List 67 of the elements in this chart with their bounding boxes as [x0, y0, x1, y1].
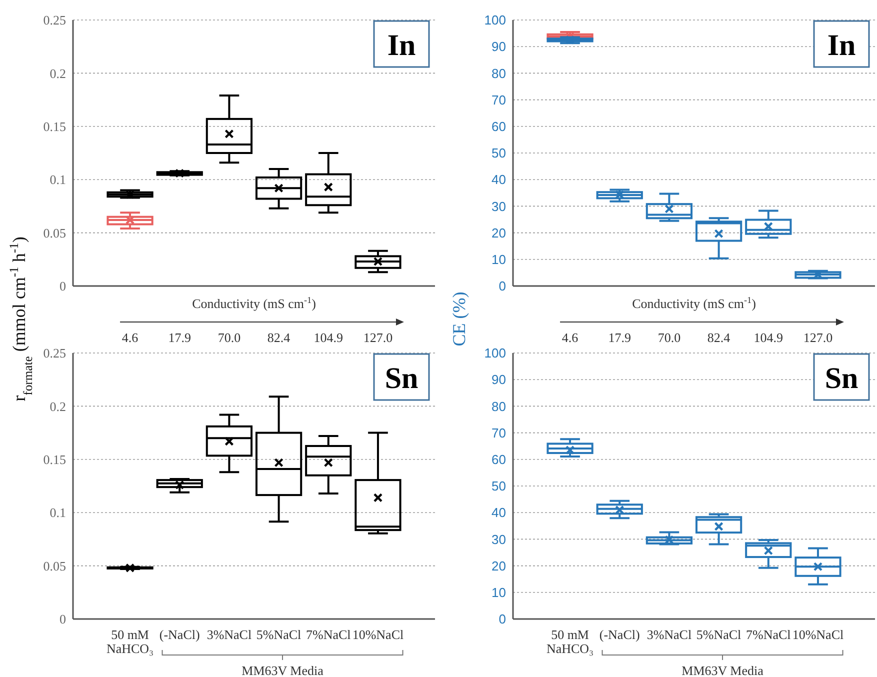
y-tick-label: 30 — [492, 198, 506, 214]
x-tick-label: (-NaCl) — [599, 627, 640, 642]
y-tick-label: 50 — [492, 478, 506, 494]
x-tick-label: 4.6 — [562, 330, 579, 345]
x-tick-label: 70.0 — [218, 330, 241, 345]
x-axis-title: Conductivity (mS cm$^{-1}$) — [632, 295, 756, 311]
y-tick-label: 0.1 — [50, 172, 66, 188]
y-tick-label: 0 — [60, 278, 66, 294]
y-tick-label: 80 — [492, 66, 506, 81]
y-tick-label: 0.05 — [43, 225, 66, 240]
y-tick-label: 60 — [492, 118, 506, 134]
y-tick-label: 0.2 — [50, 66, 66, 81]
y-tick-label: 10 — [492, 252, 506, 267]
x-tick-label: 7%NaCl — [306, 627, 352, 642]
y-tick-label: 70 — [492, 92, 506, 108]
x-tick-label: 82.4 — [267, 330, 291, 345]
y-tick-label: 0.15 — [43, 118, 66, 134]
y-tick-label: 100 — [484, 346, 506, 361]
y-tick-label: 20 — [492, 558, 506, 574]
x-tick-label: (-NaCl) — [159, 627, 200, 642]
y-tick-label: 40 — [492, 505, 506, 520]
x-tick-label: 50 mM NaHCO₃ — [546, 627, 594, 656]
chart-title: In — [827, 29, 856, 62]
y-tick-label: 0.05 — [43, 558, 66, 574]
text: MM63V Media — [682, 663, 764, 677]
x-tick-label: 82.4 — [707, 330, 731, 345]
x-tick-label: 4.6 — [122, 330, 139, 345]
x-tick-label: 127.0 — [363, 330, 393, 345]
x-tick-label: 104.9 — [754, 330, 784, 345]
text: MM63V Media — [242, 663, 324, 677]
x-tick-label: 127.0 — [803, 330, 833, 345]
x-tick-label: 70.0 — [658, 330, 681, 345]
y-tick-label: 10 — [492, 584, 506, 600]
y-tick-label: 0.15 — [43, 452, 66, 467]
y-tick-label: 0.1 — [50, 505, 66, 520]
x-tick-label: 10%NaCl — [792, 627, 844, 642]
y-tick-label: 60 — [492, 452, 506, 467]
x-tick-label: 5%NaCl — [256, 627, 302, 642]
y-tick-label: 20 — [492, 225, 506, 240]
y-tick-label: 0 — [498, 612, 506, 627]
x-tick-label: 17.9 — [168, 330, 191, 345]
x-tick-label: 3%NaCl — [206, 627, 252, 642]
y-tick-label: 40 — [492, 172, 506, 188]
x-axis-title: Conductivity (mS cm$^{-1}$) — [192, 295, 316, 311]
y-tick-label: 0 — [60, 612, 66, 627]
x-tick-label: 5%NaCl — [696, 627, 742, 642]
y-tick-label: 30 — [492, 532, 506, 547]
chart-title: Sn — [824, 362, 858, 395]
y-tick-label: 50 — [492, 146, 506, 161]
x-tick-label: 7%NaCl — [746, 627, 792, 642]
y-tick-label: 0 — [498, 278, 506, 294]
x-tick-label: 17.9 — [608, 330, 631, 345]
y-tick-label: 0.2 — [50, 398, 66, 414]
y-tick-label: 100 — [484, 12, 506, 28]
y-tick-label: 90 — [492, 39, 506, 54]
x-tick-label: 50 mM NaHCO₃ — [106, 627, 154, 656]
x-tick-label: 3%NaCl — [646, 627, 692, 642]
y-tick-label: 70 — [492, 425, 506, 440]
y-tick-label: 80 — [492, 398, 506, 414]
x-tick-label: 104.9 — [314, 330, 344, 345]
x-tick-label: 10%NaCl — [352, 627, 404, 642]
chart-title: In — [387, 29, 416, 62]
y-tick-label: 0.25 — [43, 12, 66, 28]
chart-title: Sn — [384, 362, 418, 395]
y-tick-label: 90 — [492, 372, 506, 388]
y-axis-title: CE (%) — [449, 292, 469, 346]
y-tick-label: 0.25 — [43, 346, 66, 361]
